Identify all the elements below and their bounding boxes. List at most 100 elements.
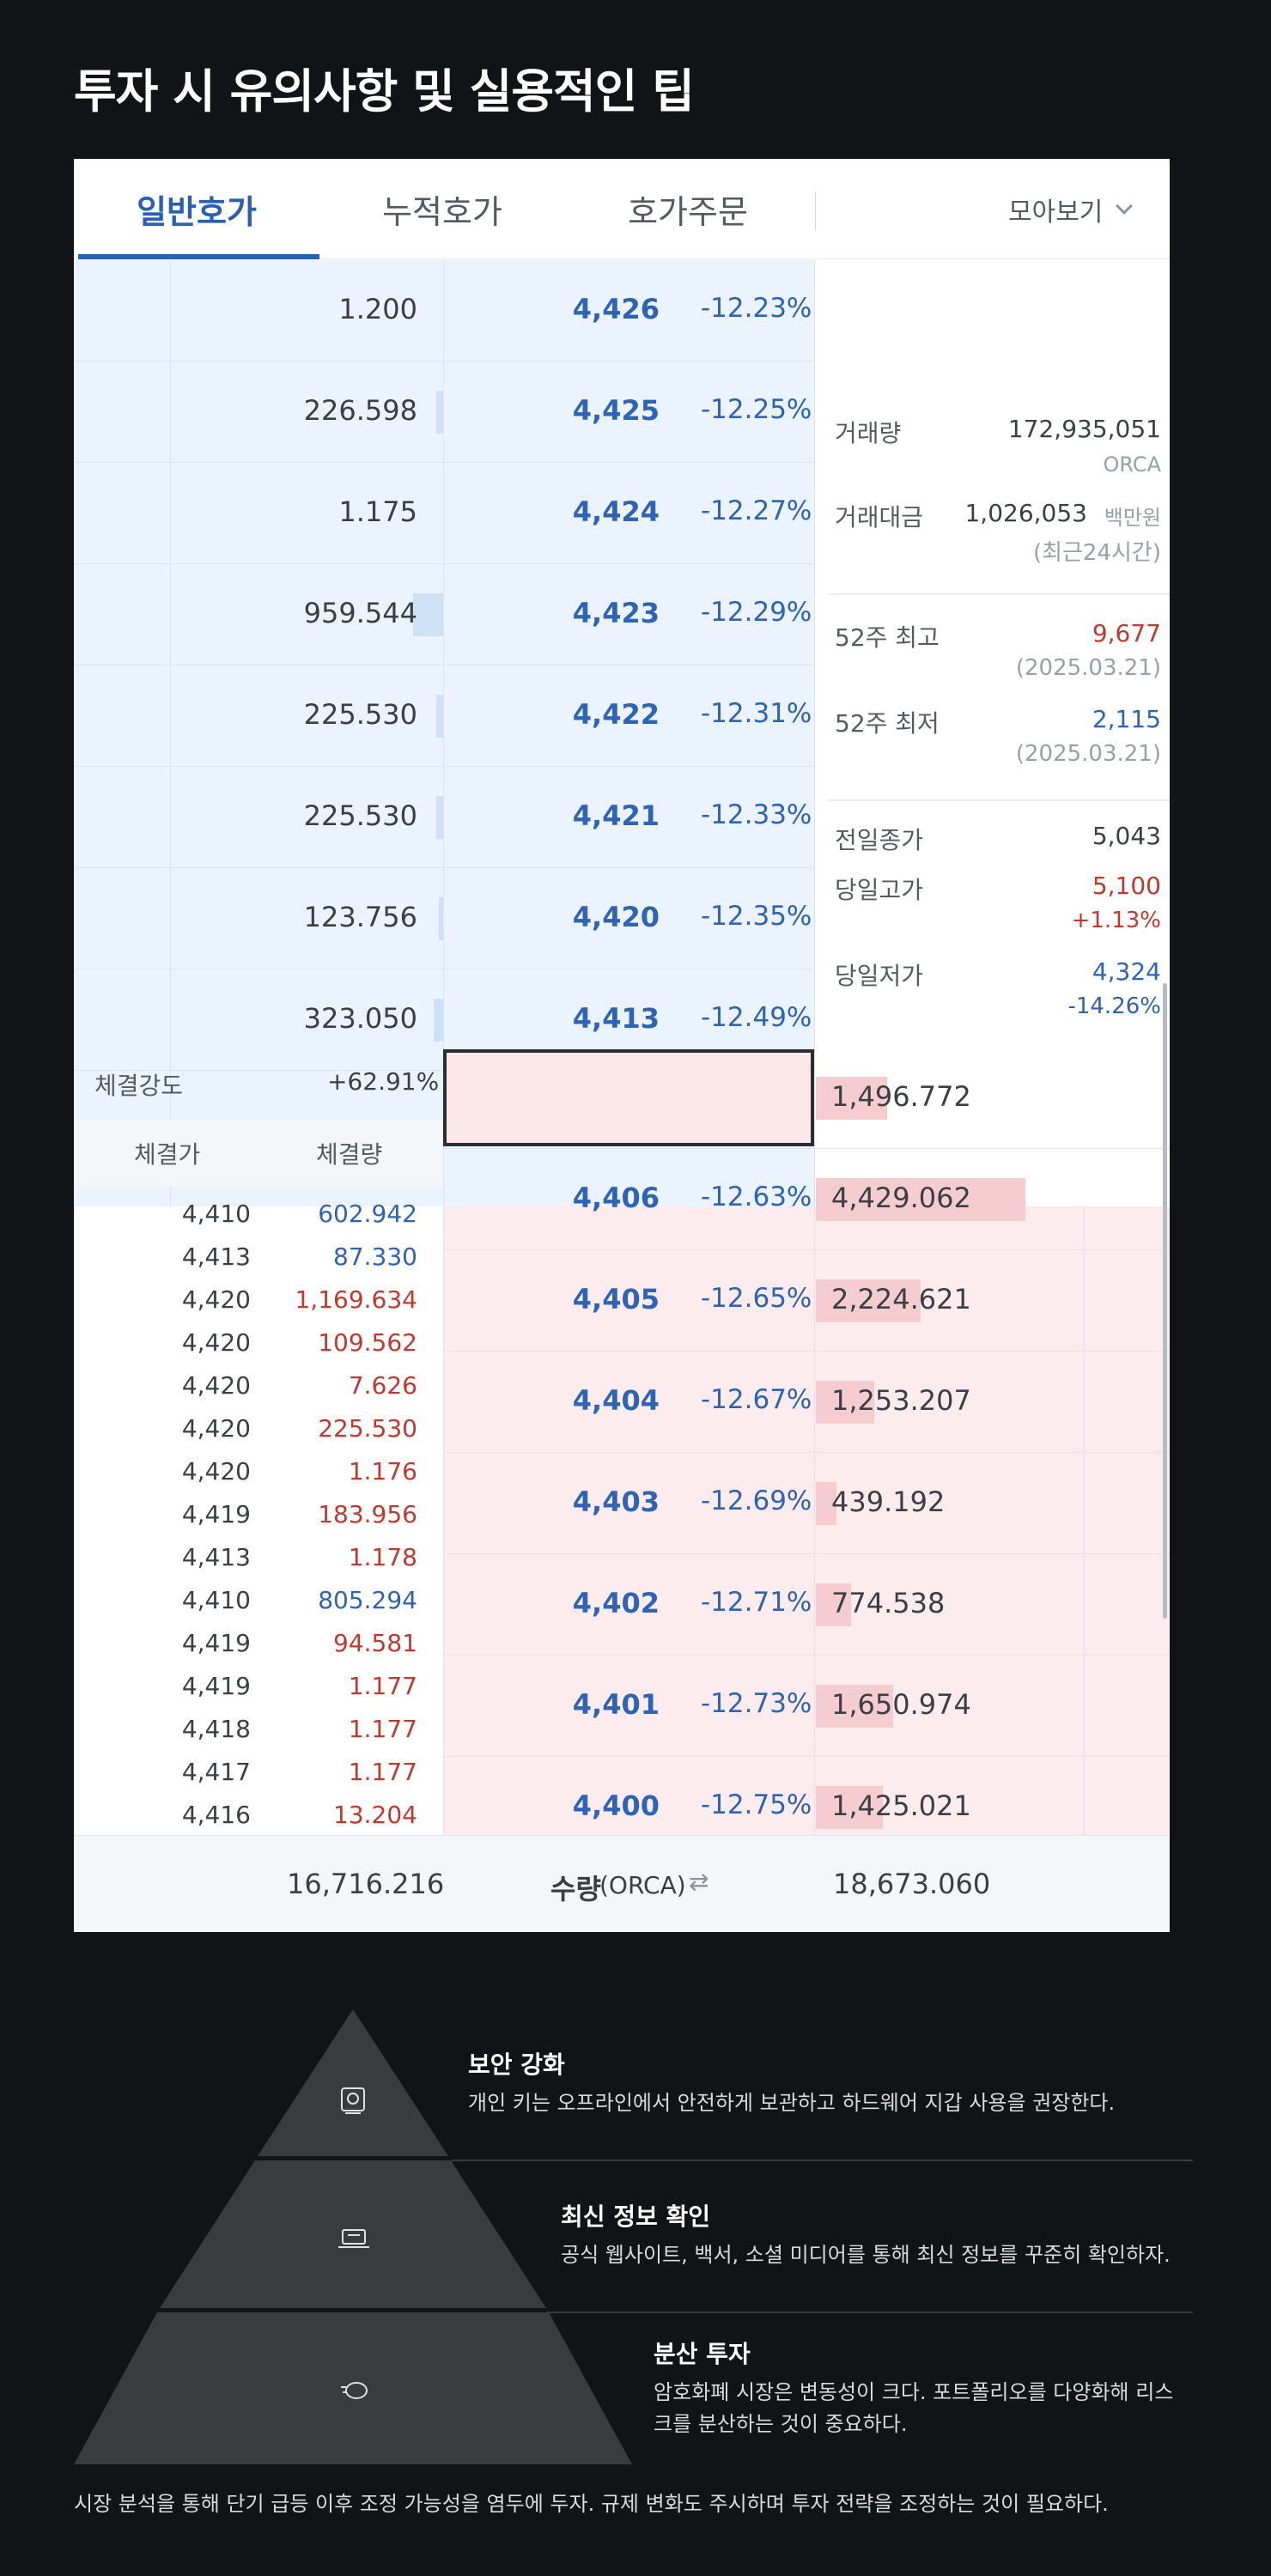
view-dropdown[interactable]: 모아보기 — [1008, 159, 1134, 259]
row-divider — [443, 1148, 1170, 1149]
row-divider — [74, 867, 814, 868]
scrollbar[interactable] — [1163, 983, 1167, 1619]
ask-quantity: 959.544 — [303, 597, 417, 629]
trade-row: 4,413 87.330 — [74, 1242, 443, 1285]
trade-price: 4,416 — [181, 1801, 251, 1829]
bid-price: 4,402 — [572, 1587, 660, 1619]
info-divider — [828, 593, 1170, 595]
trades-header-volume: 체결량 — [316, 1140, 383, 1169]
ask-change-pct: -12.49% — [701, 1002, 812, 1033]
bid-row[interactable]: 4,400 -12.75% 1,425.021 — [443, 1757, 1170, 1858]
trade-price: 4,420 — [181, 1457, 251, 1485]
unit-currency: (ORCA) — [599, 1871, 686, 1899]
trade-volume: 1.177 — [348, 1758, 417, 1786]
trade-price: 4,413 — [181, 1242, 251, 1271]
tip-desc-diversify-line2: 크를 분산하는 것이 중요하다. — [654, 2412, 908, 2436]
trade-row: 4,420 109.562 — [74, 1328, 443, 1371]
low52-label: 52주 최저 — [835, 709, 940, 738]
trade-row: 4,419 94.581 — [74, 1629, 443, 1672]
trade-price: 4,418 — [181, 1715, 251, 1743]
bid-row[interactable]: 4,406 -12.63% 4,429.062 — [443, 1149, 1170, 1250]
row-divider — [443, 1351, 1170, 1352]
row-divider — [443, 1249, 1170, 1250]
trade-row: 4,410 602.942 — [74, 1200, 443, 1242]
bid-quantity: 774.538 — [831, 1587, 946, 1619]
ask-quantity: 225.530 — [303, 698, 417, 731]
bid-depth-bar — [816, 1381, 874, 1424]
bid-depth-bar — [816, 1279, 921, 1322]
day-high-pct: +1.13% — [1071, 908, 1161, 933]
ask-row[interactable]: 1.200 4,426 -12.23% — [74, 260, 814, 361]
ask-row[interactable]: 225.530 4,421 -12.33% — [74, 767, 814, 868]
high52-date: (2025.03.21) — [1015, 655, 1161, 681]
trades-header — [74, 1120, 443, 1187]
swap-icon[interactable]: ⇄ — [689, 1868, 709, 1896]
ask-row[interactable]: 959.544 4,423 -12.29% — [74, 564, 814, 665]
trade-price: 4,419 — [181, 1672, 251, 1700]
bid-area — [443, 1206, 1170, 1932]
trade-volume: 109.562 — [318, 1328, 417, 1357]
trade-row: 4,410 805.294 — [74, 1586, 443, 1629]
bid-change-pct: -12.69% — [701, 1485, 812, 1516]
ask-change-pct: -12.25% — [701, 394, 812, 425]
trade-price: 4,413 — [181, 1543, 251, 1571]
ask-price: 4,413 — [572, 1002, 660, 1035]
bid-row[interactable]: 4,401 -12.73% 1,650.974 — [443, 1656, 1170, 1757]
trade-price: 4,420 — [181, 1285, 251, 1314]
pyramid-tier-top — [258, 2009, 448, 2156]
bid-quantity: 1,425.021 — [831, 1789, 971, 1822]
ask-price: 4,421 — [572, 799, 660, 832]
day-low-value: 4,324 — [1092, 957, 1161, 986]
trade-row: 4,416 13.204 — [74, 1801, 443, 1844]
ask-depth-bar — [436, 391, 443, 434]
tip-desc-info: 공식 웹사이트, 백서, 소셜 미디어를 통해 최신 정보를 꾸준히 확인하자. — [561, 2243, 1171, 2267]
ask-quantity: 226.598 — [303, 394, 417, 427]
bid-row[interactable]: 4,403 -12.69% 439.192 — [443, 1453, 1170, 1554]
ask-price: 4,425 — [572, 394, 660, 427]
bid-quantity: 4,429.062 — [831, 1182, 971, 1214]
ask-row[interactable]: 225.530 4,422 -12.31% — [74, 665, 814, 767]
ask-quantity: 123.756 — [303, 901, 417, 933]
bid-row[interactable]: 4,405 -12.65% 2,224.621 — [443, 1250, 1170, 1352]
trade-volume: 13.204 — [333, 1801, 417, 1829]
tips-pyramid — [74, 2009, 632, 2464]
tab-normal-orderbook[interactable]: 일반호가 — [74, 159, 319, 259]
row-divider — [74, 766, 814, 767]
ask-depth-bar — [436, 796, 443, 839]
trade-price: 4,410 — [181, 1586, 251, 1614]
tab-cumulative-orderbook[interactable]: 누적호가 — [382, 193, 502, 231]
day-low-label: 당일저가 — [835, 962, 924, 990]
high52-value: 9,677 — [1092, 619, 1161, 647]
trade-price: 4,419 — [181, 1629, 251, 1657]
prev-close-label: 전일종가 — [835, 826, 924, 854]
tab-orderbook-order[interactable]: 호가주문 — [628, 193, 748, 231]
tip-title-diversify: 분산 투자 — [654, 2340, 751, 2368]
trade-price: 4,417 — [181, 1758, 251, 1786]
bid-change-pct: -12.67% — [701, 1384, 812, 1415]
day-low-pct: -14.26% — [1067, 993, 1161, 1019]
amount-note: (최근24시간) — [1032, 540, 1161, 566]
ask-price: 4,420 — [572, 901, 660, 933]
bid-price: 4,403 — [572, 1485, 660, 1518]
bid-quantity: 2,224.621 — [831, 1283, 971, 1315]
trade-volume: 1.178 — [348, 1543, 417, 1571]
market-info-area — [814, 260, 1170, 1206]
trade-volume: 1.177 — [348, 1715, 417, 1743]
row-divider — [74, 462, 814, 463]
amount-unit: 백만원 — [1104, 506, 1161, 530]
bid-row[interactable]: 4,402 -12.71% 774.538 — [443, 1554, 1170, 1656]
bid-quantity: 1,650.974 — [831, 1688, 971, 1721]
safe-icon — [341, 2087, 365, 2114]
trades-header-price: 체결가 — [134, 1140, 201, 1169]
pyramid-tier-bottom — [74, 2312, 632, 2464]
trade-row: 4,420 7.626 — [74, 1371, 443, 1414]
trade-volume: 602.942 — [318, 1200, 417, 1228]
row-divider — [74, 563, 814, 564]
ask-total: 16,716.216 — [287, 1868, 445, 1900]
ask-row[interactable]: 123.756 4,420 -12.35% — [74, 868, 814, 969]
ask-row[interactable]: 226.598 4,425 -12.25% — [74, 361, 814, 463]
ask-row[interactable]: 1.175 4,424 -12.27% — [74, 463, 814, 564]
bid-row[interactable]: 4,404 -12.67% 1,253.207 — [443, 1352, 1170, 1453]
tip-desc-diversify-line1: 암호화폐 시장은 변동성이 크다. 포트폴리오를 다양화해 리스 — [654, 2380, 1174, 2404]
ask-price: 4,422 — [572, 698, 660, 731]
